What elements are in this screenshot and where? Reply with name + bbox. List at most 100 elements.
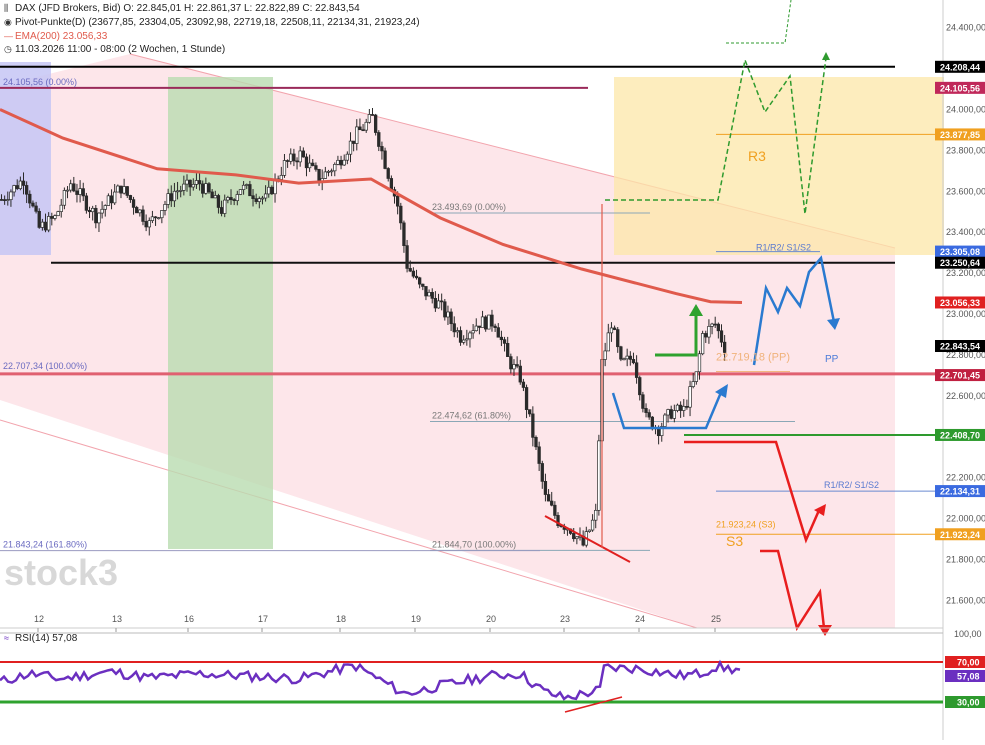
candle-body bbox=[642, 395, 645, 409]
level-label: R1/R2/ S1/S2 bbox=[824, 480, 879, 490]
x-tick-label: 24 bbox=[635, 614, 645, 624]
clock-icon: ◷ bbox=[4, 44, 15, 55]
rsi-axis-100: 100,00 bbox=[954, 629, 982, 639]
candle-body bbox=[484, 317, 487, 329]
candle-body bbox=[494, 326, 497, 328]
price-tag-text: 22.408,70 bbox=[940, 430, 980, 440]
candle-body bbox=[434, 298, 437, 308]
candle-body bbox=[85, 196, 88, 210]
candle-body bbox=[230, 197, 233, 199]
candle-body bbox=[387, 169, 390, 179]
candle-body bbox=[110, 196, 113, 203]
candle-body bbox=[428, 292, 431, 296]
price-tag-text: 23.056,33 bbox=[940, 298, 980, 308]
level-label: 21.844,70 (100.00%) bbox=[432, 539, 516, 549]
candle-body bbox=[535, 437, 538, 446]
candle-body bbox=[167, 194, 170, 205]
y-tick-label: 23.400,00 bbox=[946, 227, 985, 237]
candle-body bbox=[346, 154, 349, 160]
candle-body bbox=[289, 154, 292, 161]
candle-body bbox=[444, 302, 447, 317]
level-label: 22.719,18 (PP) bbox=[716, 351, 790, 363]
level-label: 21.843,24 (161.80%) bbox=[3, 540, 87, 550]
candle-body bbox=[717, 324, 720, 331]
candle-body bbox=[79, 189, 82, 195]
candle-body bbox=[478, 326, 481, 327]
candle-body bbox=[365, 122, 368, 130]
candle-body bbox=[120, 186, 123, 193]
candle-body bbox=[635, 363, 638, 378]
candle-body bbox=[333, 164, 336, 170]
candle-body bbox=[692, 382, 695, 387]
candle-body bbox=[390, 178, 393, 189]
candle-body bbox=[57, 212, 60, 216]
candle-body bbox=[349, 141, 352, 154]
candle-body bbox=[66, 190, 69, 191]
candle-body bbox=[255, 199, 258, 202]
candle-body bbox=[698, 354, 701, 372]
level-label: 24.105,56 (0.00%) bbox=[3, 77, 77, 87]
candle-body bbox=[645, 408, 648, 412]
candle-body bbox=[648, 413, 651, 418]
candle-body bbox=[198, 181, 201, 184]
candle-body bbox=[10, 192, 13, 200]
candle-body bbox=[220, 207, 223, 213]
header-pivot: ◉ Pivot-Punkte(D) (23677,85, 23304,05, 23… bbox=[4, 17, 420, 28]
price-tag-text: 21.923,24 bbox=[940, 530, 980, 540]
bars-icon: ⫼ bbox=[4, 3, 15, 14]
candle-body bbox=[233, 200, 236, 201]
rsi-tag-text: 70,00 bbox=[957, 658, 980, 668]
x-tick-label: 20 bbox=[486, 614, 496, 624]
candle-body bbox=[503, 340, 506, 344]
candle-body bbox=[670, 410, 673, 419]
candle-body bbox=[689, 387, 692, 408]
candle-body bbox=[667, 410, 670, 416]
candle-body bbox=[258, 199, 261, 202]
x-tick-label: 12 bbox=[34, 614, 44, 624]
y-tick-label: 23.000,00 bbox=[946, 309, 985, 319]
candle-body bbox=[38, 211, 41, 227]
price-tag-text: 22.701,45 bbox=[940, 371, 980, 381]
level-label: R1/R2/ S1/S2 bbox=[756, 243, 811, 253]
candle-body bbox=[456, 331, 459, 332]
candle-body bbox=[148, 221, 151, 227]
candle-body bbox=[271, 187, 274, 194]
candle-body bbox=[283, 161, 286, 176]
candle-body bbox=[409, 268, 412, 271]
candle-body bbox=[720, 331, 723, 342]
candle-body bbox=[249, 185, 252, 196]
header-line2: Pivot-Punkte(D) (23677,85, 23304,05, 230… bbox=[15, 17, 420, 28]
candle-body bbox=[374, 115, 377, 132]
candle-body bbox=[591, 520, 594, 530]
candle-body bbox=[506, 343, 509, 356]
y-tick-label: 23.800,00 bbox=[946, 145, 985, 155]
candle-body bbox=[132, 200, 135, 208]
candle-body bbox=[223, 200, 226, 213]
candle-body bbox=[299, 151, 302, 162]
level-label: 22.707,34 (100.00%) bbox=[3, 361, 87, 371]
candle-body bbox=[459, 331, 462, 343]
y-tick-label: 22.600,00 bbox=[946, 391, 985, 401]
y-axis-ticks: 24.400,0024.200,0024.000,0023.800,0023.6… bbox=[946, 23, 985, 606]
candle-body bbox=[422, 284, 425, 286]
header-line1: DAX (JFD Brokers, Bid) O: 22.845,01 H: 2… bbox=[15, 3, 360, 14]
pp-label: PP bbox=[825, 354, 839, 365]
candle-body bbox=[510, 357, 513, 369]
candle-body bbox=[541, 463, 544, 481]
candle-body bbox=[139, 210, 142, 213]
header-time: ◷ 11.03.2026 11:00 - 08:00 (2 Wochen, 1 S… bbox=[4, 44, 225, 55]
candle-body bbox=[63, 190, 66, 205]
candle-body bbox=[208, 184, 211, 192]
candle-body bbox=[60, 205, 63, 211]
candle-body bbox=[164, 204, 167, 210]
candle-body bbox=[340, 160, 343, 165]
candle-body bbox=[6, 200, 9, 201]
candle-body bbox=[0, 199, 3, 200]
x-tick-label: 25 bbox=[711, 614, 721, 624]
candle-body bbox=[598, 441, 601, 510]
candle-body bbox=[377, 133, 380, 147]
candle-body bbox=[189, 180, 192, 187]
candle-body bbox=[305, 157, 308, 168]
header-line3: EMA(200) 23.056,33 bbox=[15, 31, 107, 42]
